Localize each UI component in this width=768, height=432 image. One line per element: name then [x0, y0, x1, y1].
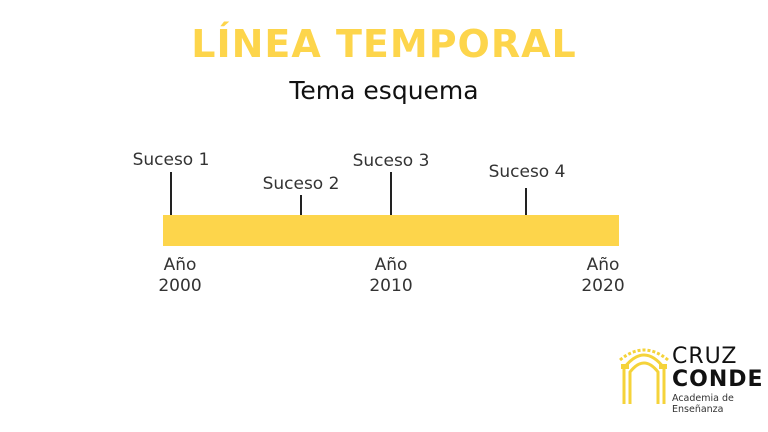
page-subtitle: Tema esquema — [289, 76, 479, 105]
year-label-2000: Año 2000 — [158, 255, 201, 297]
event-label-2: Suceso 2 — [262, 174, 340, 194]
logo-line-1: CRUZ — [672, 344, 738, 369]
page-title: LÍNEA TEMPORAL — [191, 22, 577, 66]
year-value: 2010 — [369, 276, 413, 296]
event-tick-2 — [300, 195, 302, 215]
event-tick-3 — [390, 172, 392, 215]
year-label-2010: Año 2010 — [369, 255, 412, 297]
year-word: Año — [374, 255, 408, 275]
event-label-1: Suceso 1 — [132, 150, 210, 170]
year-word: Año — [163, 255, 197, 275]
event-tick-1 — [170, 172, 172, 215]
year-value: 2020 — [581, 276, 625, 296]
event-tick-4 — [525, 188, 527, 215]
timeline-bar — [163, 215, 619, 246]
logo-line-3: Academia de Enseñanza — [672, 393, 734, 415]
event-label-4: Suceso 4 — [488, 162, 566, 182]
event-label-3: Suceso 3 — [352, 151, 430, 171]
year-label-2020: Año 2020 — [581, 255, 624, 297]
logo-line-2: CONDE — [672, 367, 764, 392]
year-value: 2000 — [158, 276, 202, 296]
year-word: Año — [586, 255, 620, 275]
arch-icon — [619, 348, 669, 404]
